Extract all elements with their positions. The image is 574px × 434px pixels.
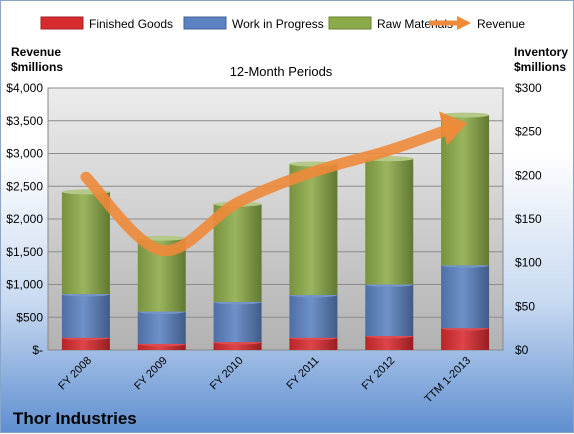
left-tick-label: $2,500	[6, 179, 43, 193]
right-tick-label: $200	[515, 168, 542, 182]
right-axis-title-line1: Inventory	[514, 45, 568, 59]
left-tick-label: $500	[16, 310, 43, 324]
right-tick-label: $50	[515, 299, 535, 313]
revenue-arrowhead	[439, 111, 468, 146]
left-tick-label: $1,500	[6, 245, 43, 259]
bar-work-in-progress-fy-2008	[61, 294, 110, 338]
left-axis-title-line1: Revenue	[11, 45, 61, 59]
bar-work-in-progress-fy-2010	[213, 301, 262, 343]
x-axis-ticks: FY 2008 FY 2009 FY 2010 FY 2011 FY 2012 TTM 1…	[56, 355, 473, 406]
left-tick-label: $3,500	[6, 114, 43, 128]
bar-work-in-progress-fy-2012	[365, 284, 414, 337]
x-tick-label: FY 2010	[208, 355, 246, 393]
revenue-line	[80, 111, 468, 257]
left-axis-title-line2: $millions	[11, 60, 63, 74]
bar-work-in-progress-ttm-1-2013	[441, 265, 490, 329]
right-tick-label: $0	[515, 343, 529, 357]
bar-raw-materials-fy-2011	[289, 163, 338, 295]
right-tick-label: $300	[515, 81, 542, 95]
revenue-point-fy-2011	[312, 171, 314, 173]
right-tick-label: $100	[515, 256, 542, 270]
x-tick-label: FY 2012	[360, 355, 398, 393]
revenue-point-ttm-1-2013	[464, 122, 466, 124]
bar-finished-goods-fy-2009	[137, 343, 186, 350]
revenue-line-path	[80, 122, 457, 257]
bar-stack-fy-2010	[213, 201, 262, 350]
bar-raw-materials-fy-2008	[61, 191, 110, 295]
legend-label-finished-goods: Finished Goods	[89, 17, 173, 31]
bar-work-in-progress-fy-2009	[137, 311, 186, 344]
revenue-point-fy-2010	[237, 202, 239, 204]
left-tick-label: $3,000	[6, 147, 43, 161]
bar-raw-materials-fy-2012	[365, 158, 414, 285]
x-tick-label: FY 2009	[132, 355, 170, 393]
legend-swatch-raw-materials	[328, 16, 372, 30]
legend-swatch-revenue	[429, 16, 471, 30]
bar-stack-fy-2012	[365, 156, 414, 350]
revenue-point-fy-2009	[161, 249, 163, 251]
bar-stack-fy-2008	[61, 189, 110, 350]
right-axis-ticks: $0 $50 $100 $150 $200 $250 $300	[515, 81, 542, 357]
bar-stack-fy-2011	[289, 161, 338, 350]
x-tick-label: FY 2008	[56, 355, 94, 393]
legend-swatch-finished-goods	[40, 16, 84, 30]
revenue-point-fy-2008	[85, 176, 87, 178]
bar-finished-goods-fy-2010	[213, 342, 262, 350]
bar-cap-raw-materials-ttm-1-2013	[441, 112, 490, 118]
bar-finished-goods-fy-2012	[365, 336, 414, 350]
left-tick-label: $-	[32, 343, 43, 357]
x-tick-label: TTM 1-2013	[422, 355, 473, 406]
left-tick-label: $4,000	[6, 81, 43, 95]
legend: Finished Goods Work in Progress Raw Mate…	[40, 16, 525, 31]
bar-finished-goods-fy-2011	[289, 337, 338, 350]
bar-stack-ttm-1-2013	[441, 112, 490, 350]
bar-work-in-progress-fy-2011	[289, 294, 338, 338]
revenue-point-fy-2012	[388, 149, 390, 151]
bar-finished-goods-fy-2008	[61, 337, 110, 350]
legend-label-revenue: Revenue	[477, 17, 525, 31]
legend-label-work-in-progress: Work in Progress	[232, 17, 324, 31]
right-axis-title-line2: $millions	[514, 60, 566, 74]
legend-swatch-work-in-progress	[183, 16, 227, 30]
left-axis-ticks: $- $500 $1,000 $1,500 $2,000 $2,500 $3,000 $3,5…	[6, 81, 43, 357]
left-tick-label: $1,000	[6, 278, 43, 292]
legend-revenue-arrowhead	[457, 16, 471, 30]
chart-title: 12-Month Periods	[230, 64, 333, 79]
x-tick-label: FY 2011	[284, 355, 321, 392]
right-tick-label: $150	[515, 212, 542, 226]
left-tick-label: $2,000	[6, 212, 43, 226]
bar-finished-goods-ttm-1-2013	[441, 328, 490, 350]
company-name: Thor Industries	[13, 409, 137, 428]
right-tick-label: $250	[515, 125, 542, 139]
